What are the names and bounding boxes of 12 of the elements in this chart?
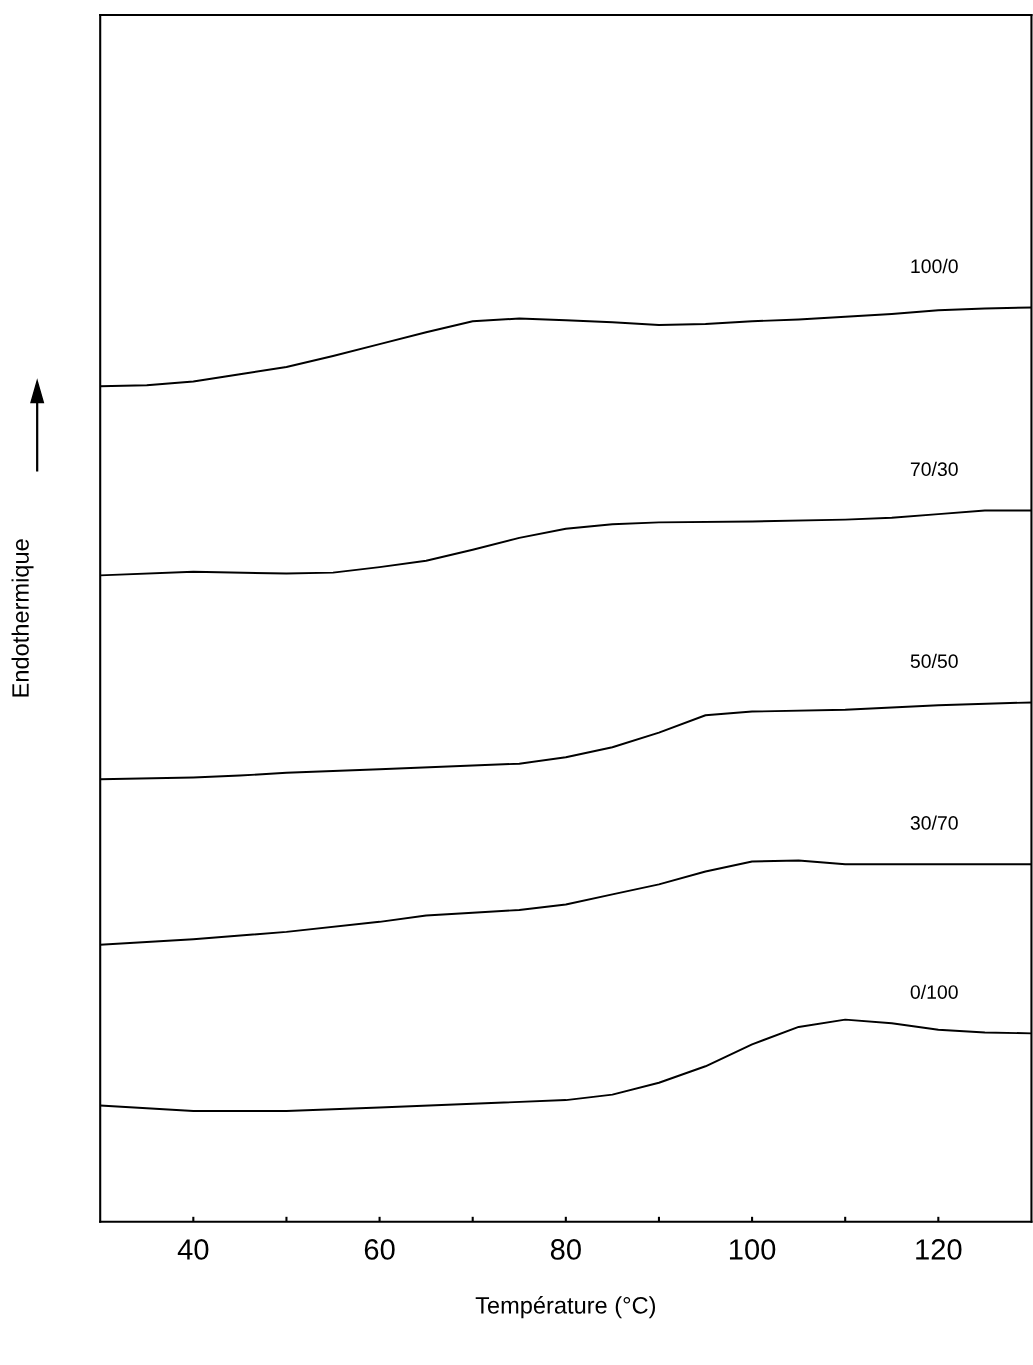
- x-tick-label: 40: [177, 1239, 209, 1260]
- series-label: 100/0: [911, 258, 958, 274]
- x-axis-title: Température (°C): [475, 1296, 656, 1319]
- x-tick-label: 100: [729, 1239, 776, 1260]
- y-axis-title: Endothermique: [11, 539, 34, 697]
- x-tick-label: 120: [916, 1239, 962, 1260]
- x-tick-label: 80: [550, 1239, 581, 1260]
- series-label: 0/100: [910, 984, 958, 999]
- series-label: 70/30: [910, 461, 958, 477]
- x-tick-label: 60: [364, 1239, 395, 1260]
- series-label: 30/70: [910, 815, 958, 830]
- series-label: 50/50: [910, 653, 958, 669]
